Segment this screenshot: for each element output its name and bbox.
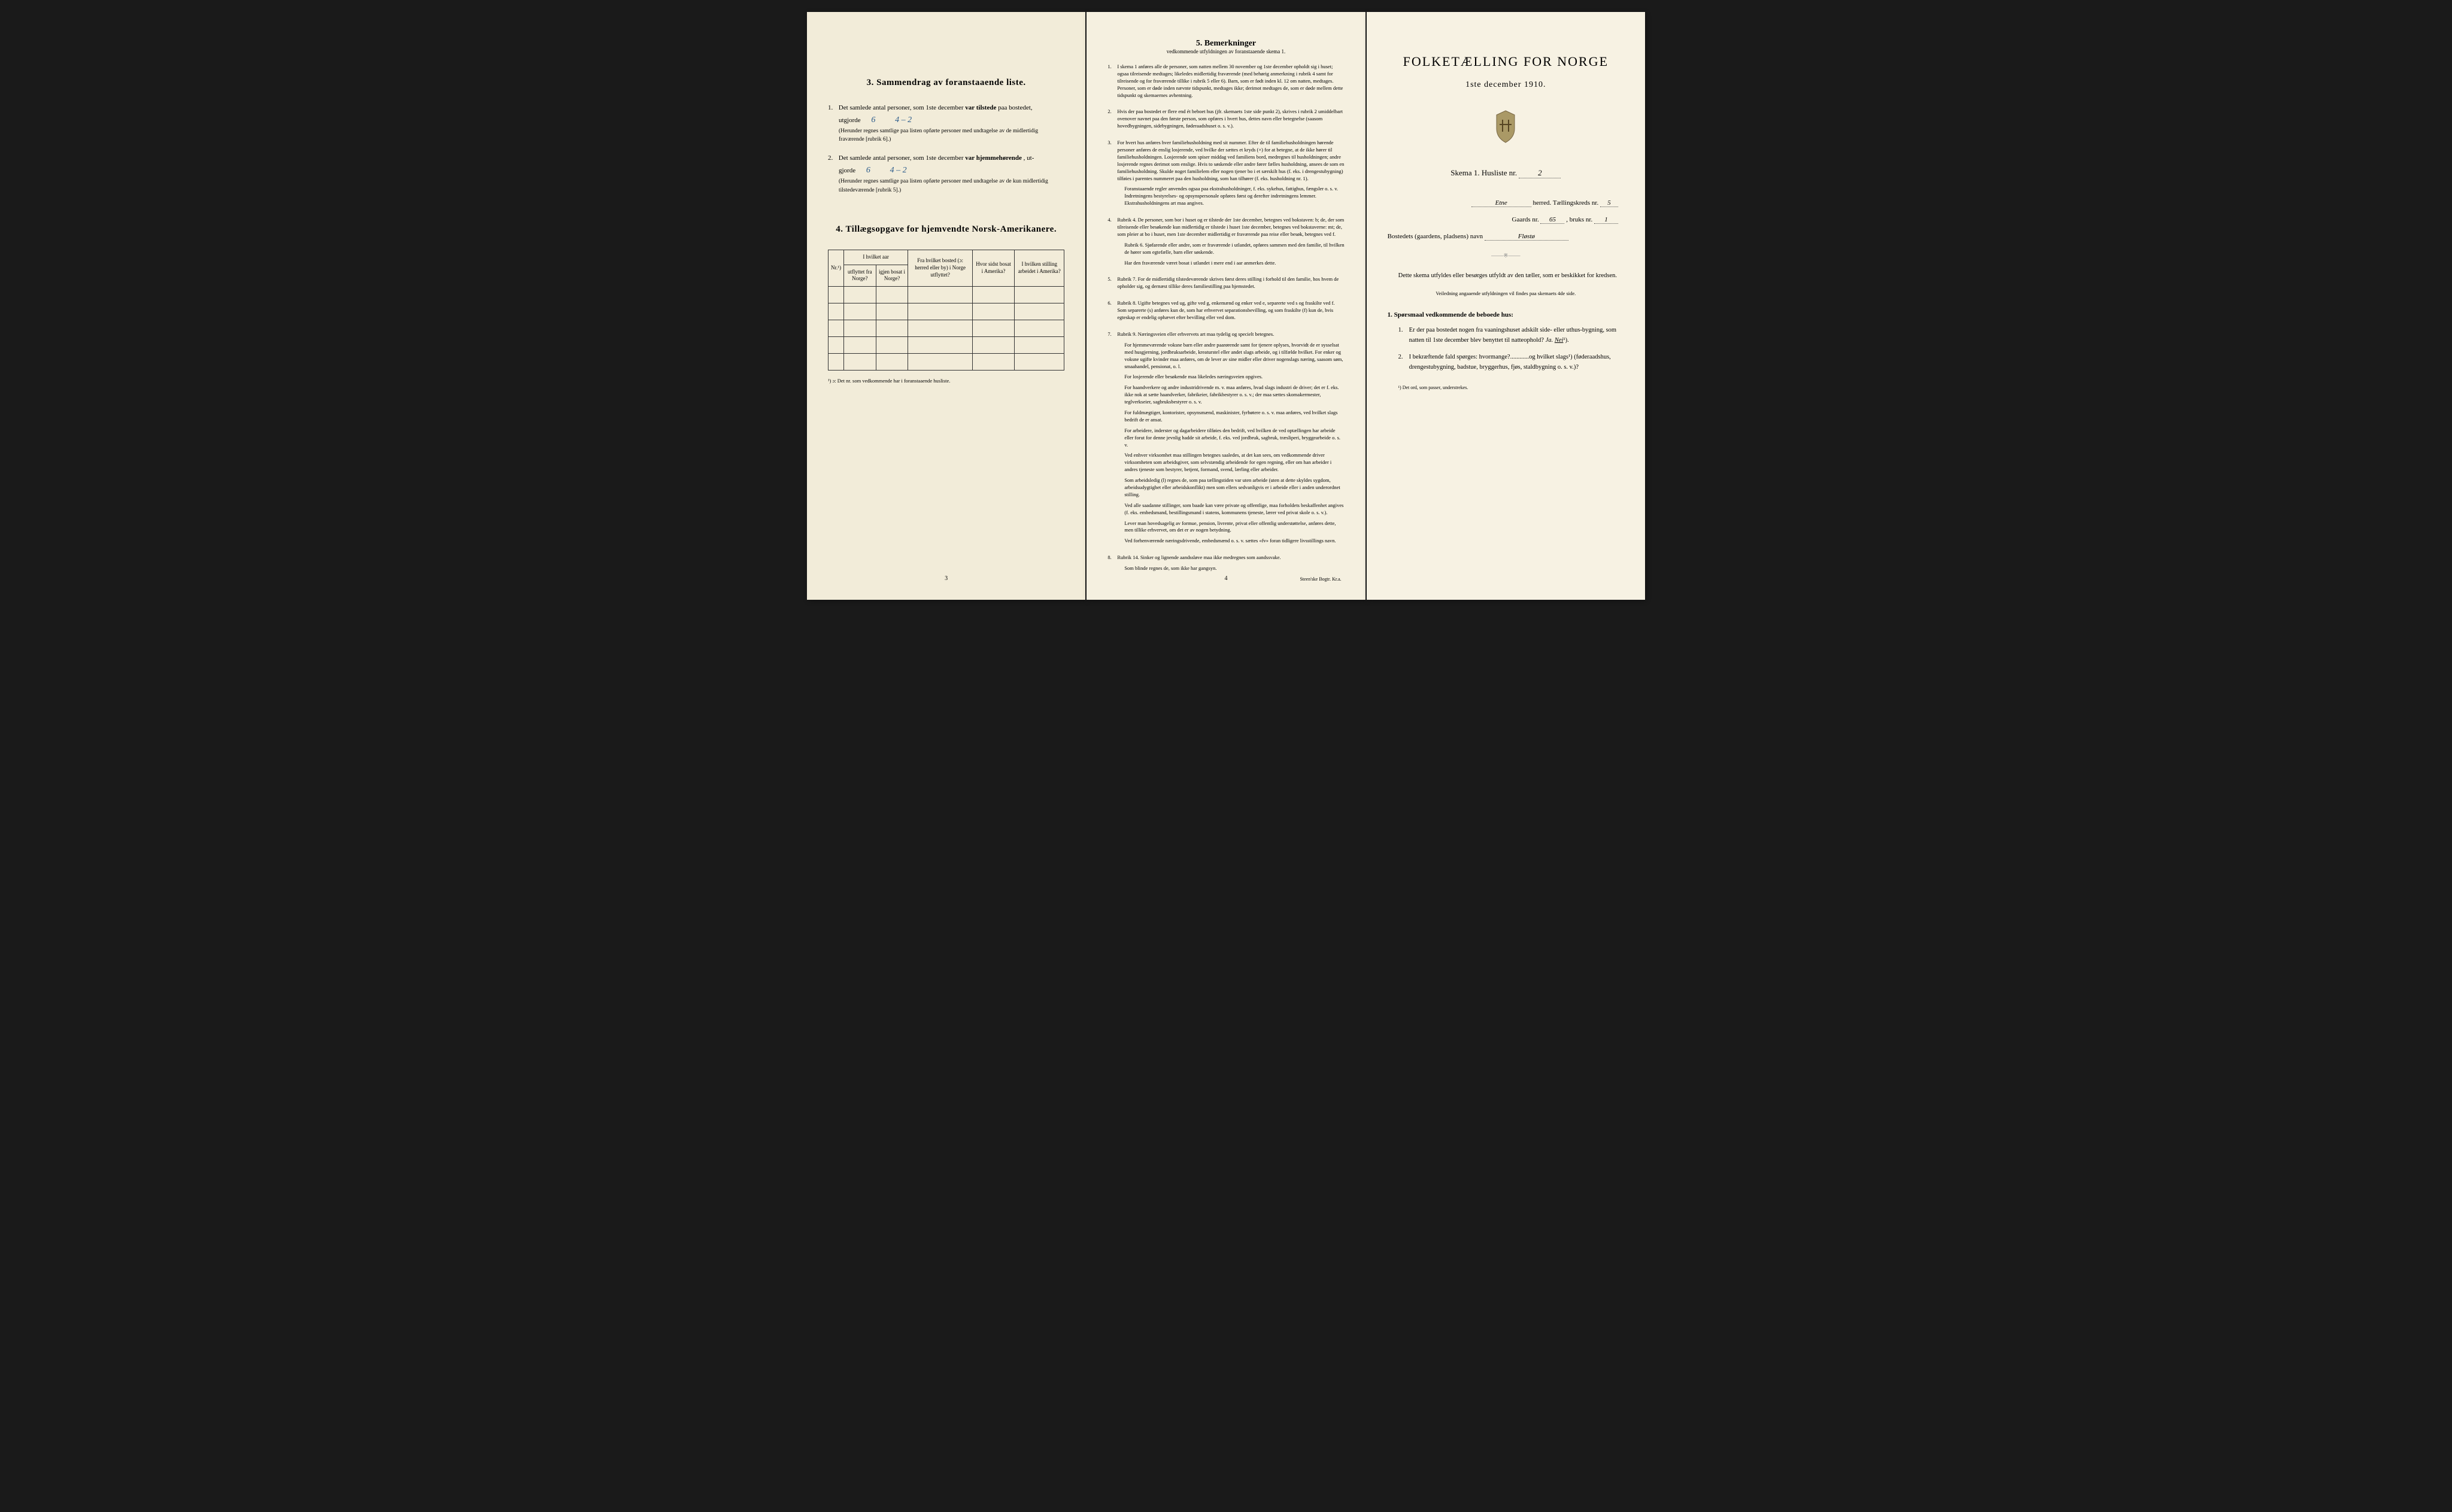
remarks-title: 5. Bemerkninger bbox=[1107, 39, 1344, 48]
value-tilstede-note: 4 – 2 bbox=[886, 116, 921, 125]
herred-line: Etne herred. Tællingskreds nr. 5 bbox=[1388, 199, 1624, 207]
instruction-main: Dette skema utfyldes eller besørges utfy… bbox=[1388, 271, 1624, 281]
gaard-line: Gaards nr. 65 , bruks nr. 1 bbox=[1388, 216, 1624, 224]
table-row bbox=[829, 337, 1064, 354]
value-tilstede: 6 bbox=[862, 116, 884, 125]
question-1: 1. Er der paa bostedet nogen fra vaaning… bbox=[1398, 326, 1624, 346]
remark-item: 7.Rubrik 9. Næringsveien eller erhvervet… bbox=[1107, 331, 1344, 548]
table-amerikanere: Nr.¹) I hvilket aar Fra hvilket bosted (… bbox=[828, 250, 1064, 371]
page-title-page: FOLKETÆLLING FOR NORGE 1ste december 191… bbox=[1367, 12, 1645, 600]
kreds-nr: 5 bbox=[1600, 199, 1618, 207]
census-document: 3. Sammendrag av foranstaaende liste. 1.… bbox=[807, 12, 1645, 600]
footnote-table: ¹) ɔ: Det nr. som vedkommende har i fora… bbox=[828, 378, 1064, 384]
ornament-icon: ――※―― bbox=[1388, 253, 1624, 259]
remarks-list: 1.I skema 1 anføres alle de personer, so… bbox=[1107, 63, 1344, 576]
th-nr: Nr.¹) bbox=[829, 250, 844, 286]
gaard-nr: 65 bbox=[1540, 216, 1564, 224]
page-3: 3. Sammendrag av foranstaaende liste. 1.… bbox=[807, 12, 1085, 600]
table-row bbox=[829, 354, 1064, 371]
remark-item: 6.Rubrik 8. Ugifte betegnes ved ug, gift… bbox=[1107, 300, 1344, 325]
herred-name: Etne bbox=[1471, 199, 1531, 207]
th-stilling: I hvilken stilling arbeidet i Amerika? bbox=[1015, 250, 1064, 286]
remark-item: 2.Hvis der paa bostedet er flere end ét … bbox=[1107, 108, 1344, 133]
table-row bbox=[829, 287, 1064, 303]
th-amerika: Hvor sidst bosat i Amerika? bbox=[972, 250, 1014, 286]
remark-item: 1.I skema 1 anføres alle de personer, so… bbox=[1107, 63, 1344, 102]
page-number: 3 bbox=[945, 575, 948, 582]
bruk-nr: 1 bbox=[1594, 216, 1618, 224]
remark-item: 4.Rubrik 4. De personer, som bor i huset… bbox=[1107, 217, 1344, 270]
remark-item: 3.For hvert hus anføres hver familiehush… bbox=[1107, 139, 1344, 211]
page-number: 4 bbox=[1224, 575, 1227, 582]
census-title: FOLKETÆLLING FOR NORGE bbox=[1388, 54, 1624, 69]
instruction-small: Veiledning angaaende utfyldningen vil fi… bbox=[1388, 290, 1624, 296]
table-row bbox=[829, 320, 1064, 337]
husliste-nr: 2 bbox=[1519, 168, 1561, 178]
section4-title: 4. Tillægsopgave for hjemvendte Norsk-Am… bbox=[828, 224, 1064, 235]
value-hjemme: 6 bbox=[857, 166, 879, 175]
th-bosted: Fra hvilket bosted (ɔ: herred eller by) … bbox=[908, 250, 972, 286]
remark-item: 8.Rubrik 14. Sinker og lignende aandsslø… bbox=[1107, 554, 1344, 576]
table-row bbox=[829, 303, 1064, 320]
value-hjemme-note: 4 – 2 bbox=[881, 166, 916, 175]
remarks-subtitle: vedkommende utfyldningen av foranstaaend… bbox=[1107, 48, 1344, 54]
item-2: 2. Det samlede antal personer, som 1ste … bbox=[828, 153, 1064, 194]
answer-nei: Nei bbox=[1555, 337, 1564, 344]
skema-line: Skema 1. Husliste nr. 2 bbox=[1388, 168, 1624, 178]
footnote-right: ¹) Det ord, som passer, understrekes. bbox=[1398, 385, 1624, 390]
question-header: 1. Spørsmaal vedkommende de beboede hus: bbox=[1388, 311, 1624, 318]
printer-note: Steen'ske Bogtr. Kr.a. bbox=[1300, 576, 1341, 582]
bosted-line: Bostedets (gaardens, pladsens) navn Fløs… bbox=[1388, 233, 1624, 241]
question-2: 2. I bekræftende fald spørges: hvormange… bbox=[1398, 353, 1624, 373]
item-1: 1. Det samlede antal personer, som 1ste … bbox=[828, 103, 1064, 144]
remark-item: 5.Rubrik 7. For de midlertidig tilstedev… bbox=[1107, 276, 1344, 294]
coat-of-arms-icon bbox=[1388, 108, 1624, 150]
bosted-name: Fløstø bbox=[1485, 233, 1568, 241]
section3-title: 3. Sammendrag av foranstaaende liste. bbox=[828, 78, 1064, 88]
page-4: 5. Bemerkninger vedkommende utfyldningen… bbox=[1087, 12, 1365, 600]
census-date: 1ste december 1910. bbox=[1388, 80, 1624, 90]
